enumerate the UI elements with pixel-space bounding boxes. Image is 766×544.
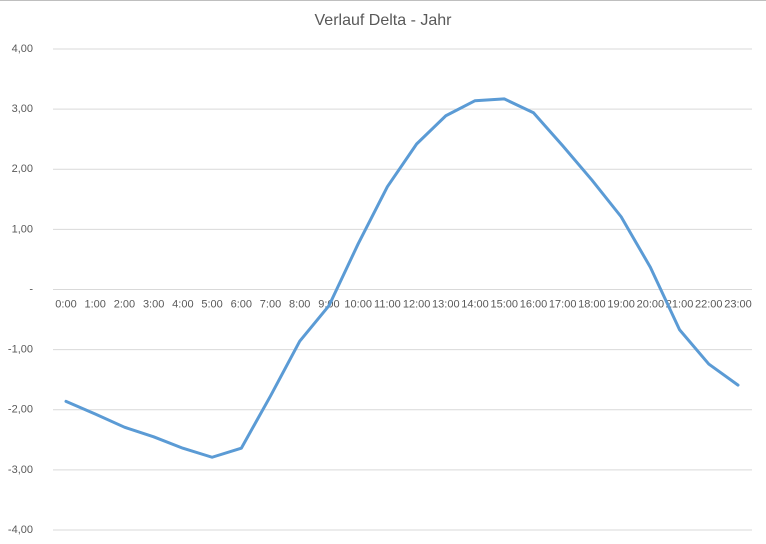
x-tick-label: 16:00: [520, 298, 548, 310]
y-tick-label: -4,00: [8, 524, 33, 536]
x-tick-label: 7:00: [260, 298, 281, 310]
x-tick-label: 14:00: [461, 298, 489, 310]
y-tick-label: 1,00: [12, 223, 33, 235]
y-tick-label: 3,00: [12, 103, 33, 115]
x-tick-label: 19:00: [607, 298, 635, 310]
x-tick-label: 18:00: [578, 298, 606, 310]
x-tick-label: 10:00: [344, 298, 372, 310]
chart-title: Verlauf Delta - Jahr: [315, 12, 453, 29]
x-tick-label: 1:00: [85, 298, 106, 310]
y-tick-label: -1,00: [8, 344, 33, 356]
x-tick-label: 21:00: [666, 298, 694, 310]
x-tick-label: 20:00: [637, 298, 665, 310]
x-tick-label: 5:00: [201, 298, 222, 310]
x-tick-label: 17:00: [549, 298, 577, 310]
y-tick-label: 4,00: [12, 43, 33, 55]
x-tick-label: 13:00: [432, 298, 460, 310]
x-tick-label: 2:00: [114, 298, 135, 310]
y-tick-label: -3,00: [8, 464, 33, 476]
x-tick-label: 12:00: [403, 298, 431, 310]
x-tick-label: 6:00: [231, 298, 252, 310]
x-tick-label: 23:00: [724, 298, 752, 310]
y-tick-label: -: [29, 283, 33, 295]
x-tick-label: 3:00: [143, 298, 164, 310]
x-tick-label: 0:00: [55, 298, 76, 310]
x-tick-label: 4:00: [172, 298, 193, 310]
x-tick-label: 15:00: [490, 298, 518, 310]
data-line: [64, 97, 740, 459]
y-tick-label: 2,00: [12, 163, 33, 175]
x-tick-label: 8:00: [289, 298, 310, 310]
x-tick-label: 22:00: [695, 298, 723, 310]
x-tick-label: 11:00: [374, 298, 401, 310]
y-tick-label: -2,00: [8, 404, 33, 416]
